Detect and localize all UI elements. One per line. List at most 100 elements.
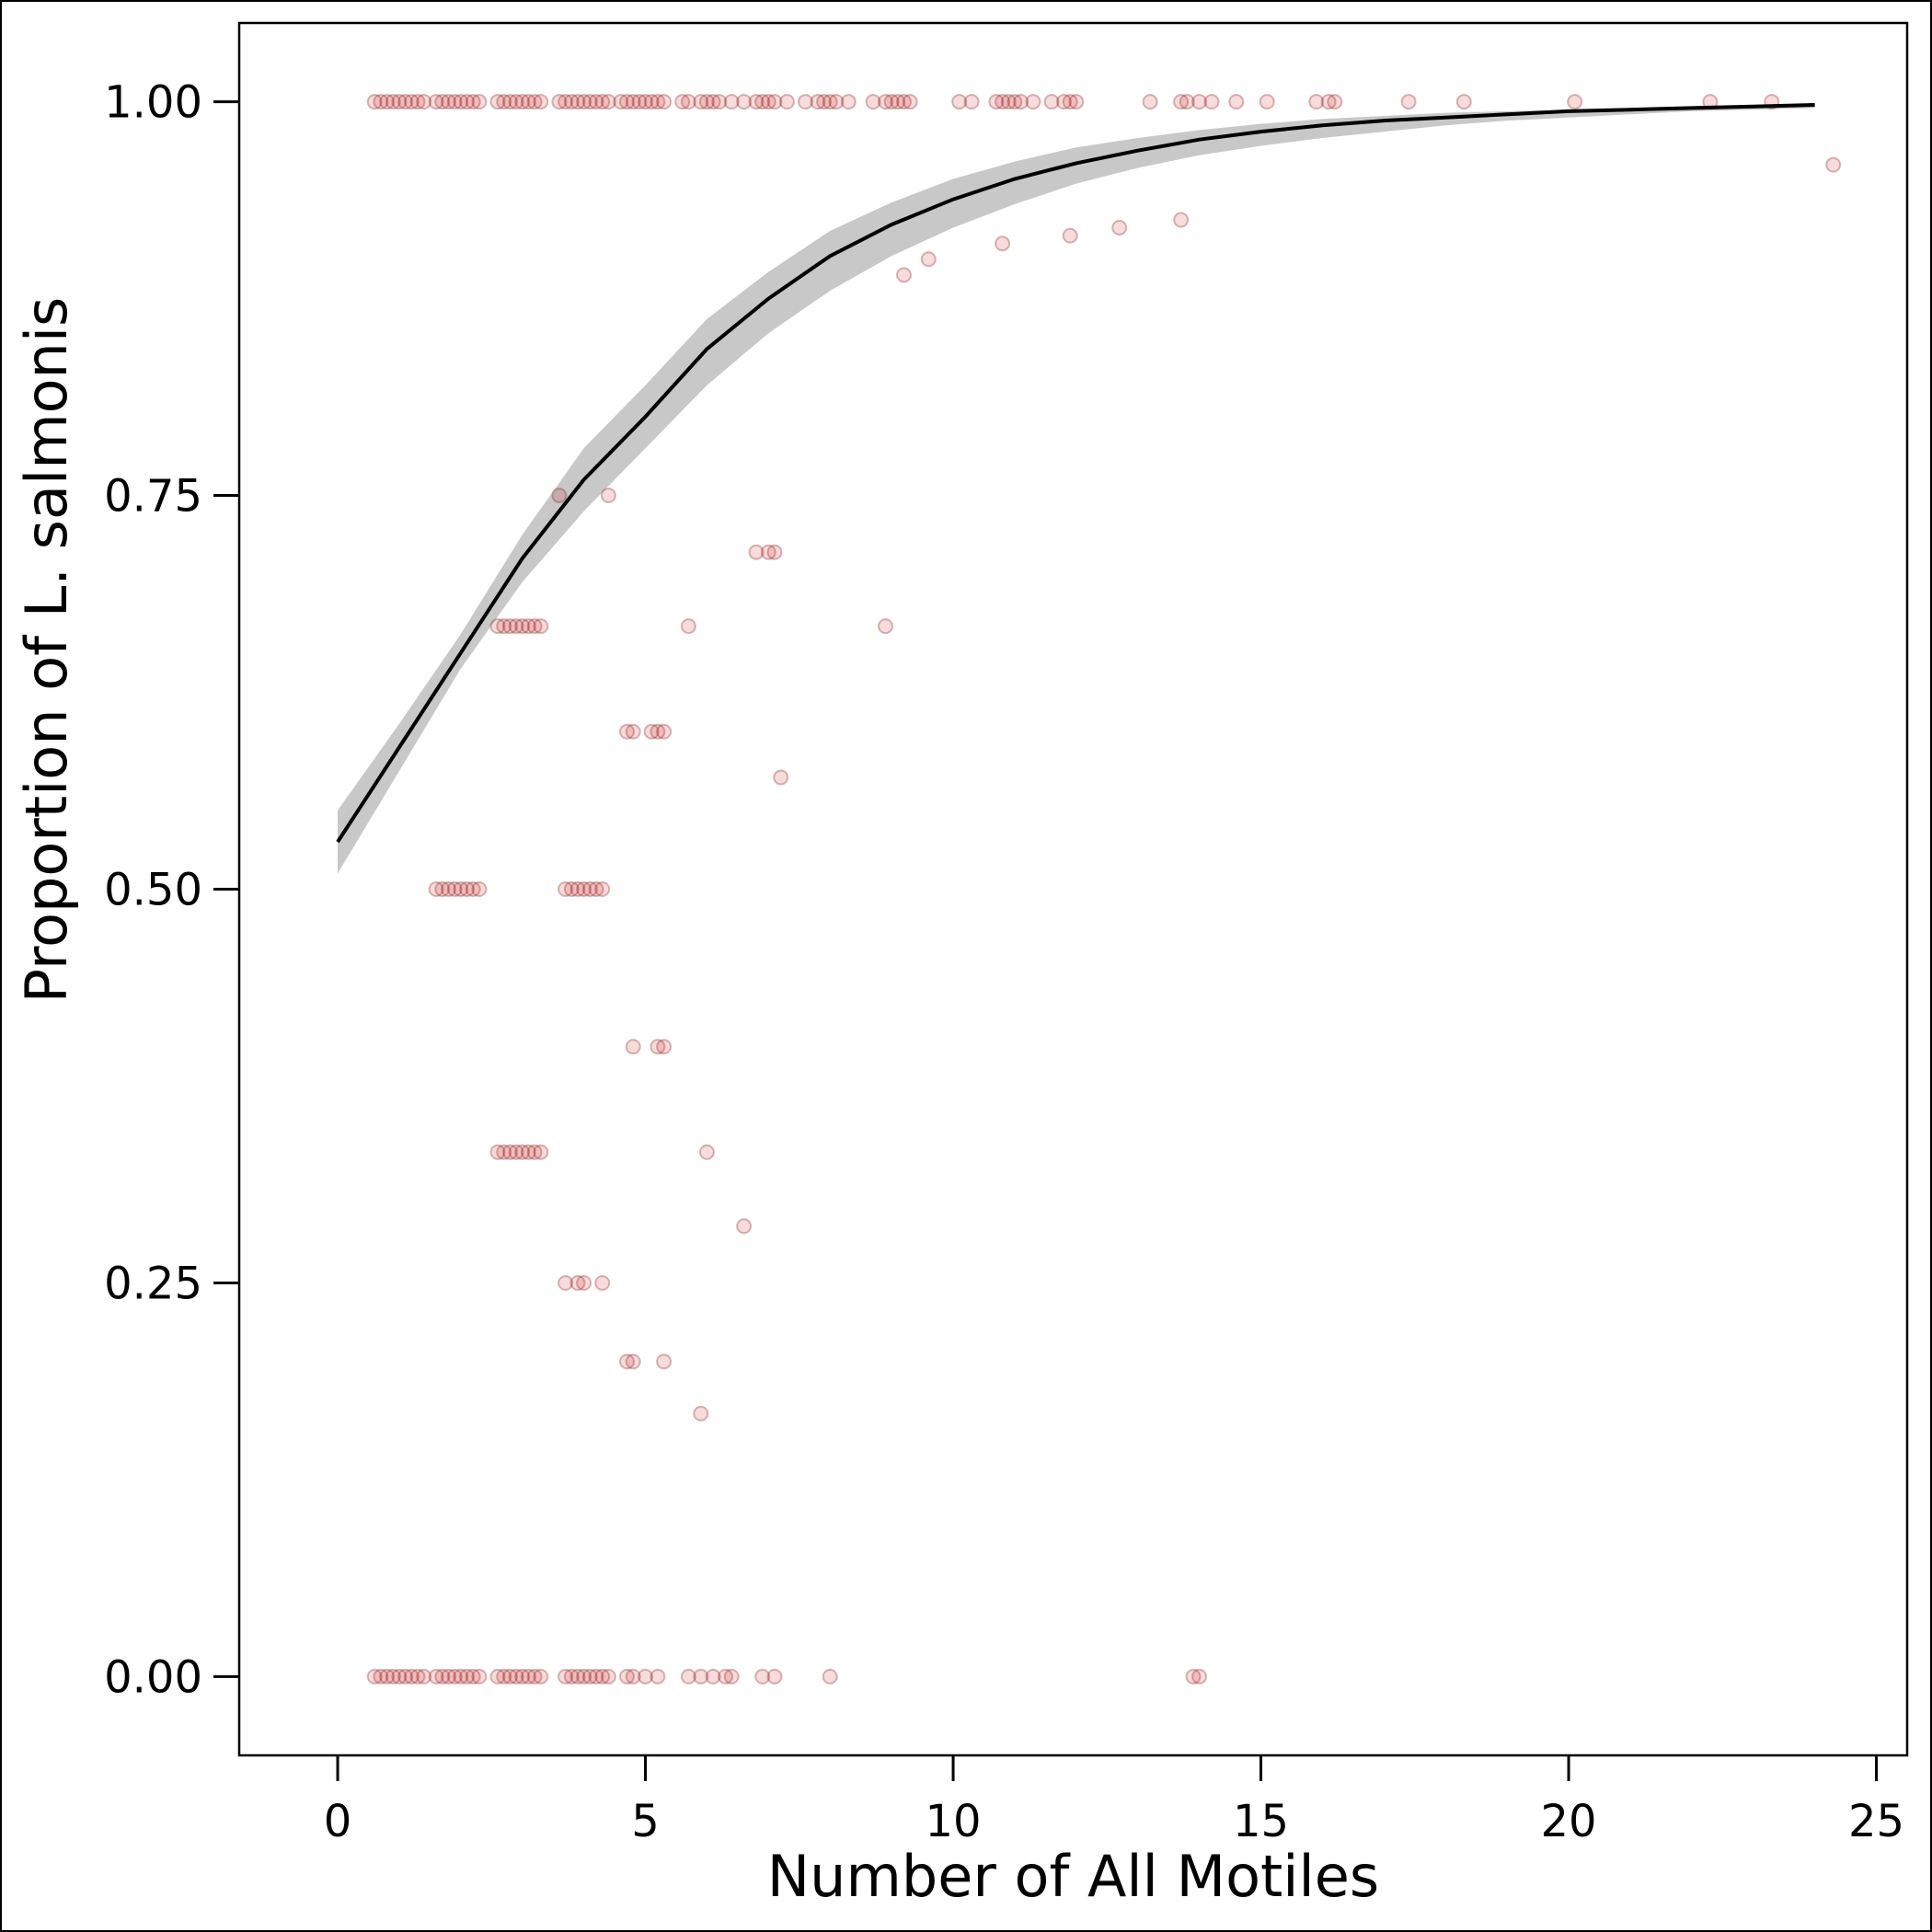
data-point: [723, 1668, 740, 1685]
data-point: [471, 881, 488, 897]
data-point: [693, 1406, 709, 1421]
data-point: [558, 881, 574, 897]
data-point: [563, 881, 580, 897]
data-point: [766, 1668, 783, 1685]
data-point: [625, 1353, 641, 1370]
x-tick-label: 25: [1848, 1796, 1904, 1847]
data-point: [501, 94, 518, 110]
data-point: [1111, 220, 1128, 236]
data-point: [896, 94, 912, 110]
data-point: [514, 618, 531, 635]
data-point: [1203, 94, 1220, 110]
data-point: [1400, 94, 1417, 110]
data-point: [656, 1353, 673, 1370]
data-point: [403, 1668, 420, 1685]
data-point: [698, 1144, 715, 1160]
data-point: [619, 1353, 635, 1370]
data-point: [533, 1144, 549, 1160]
data-point: [656, 94, 673, 110]
data-point: [379, 94, 396, 110]
data-point: [514, 1144, 531, 1160]
data-point: [883, 94, 900, 110]
x-tick-label: 15: [1233, 1796, 1289, 1847]
data-point: [576, 1275, 592, 1291]
data-point: [1006, 94, 1023, 110]
data-point: [533, 618, 549, 635]
data-point: [638, 1668, 653, 1685]
data-point: [920, 251, 937, 268]
data-point: [650, 1039, 666, 1055]
data-point: [373, 94, 389, 110]
data-point: [385, 1668, 401, 1685]
data-point: [397, 1668, 414, 1685]
data-point: [625, 94, 641, 110]
data-point: [1056, 94, 1072, 110]
data-point: [625, 1668, 641, 1685]
data-point: [840, 94, 857, 110]
data-point: [558, 1668, 574, 1685]
data-point: [810, 94, 826, 110]
data-point: [563, 1668, 580, 1685]
data-point: [569, 94, 586, 110]
data-point: [643, 723, 660, 740]
data-point: [397, 94, 414, 110]
data-point: [631, 94, 648, 110]
data-point: [680, 1668, 696, 1685]
data-point: [520, 94, 536, 110]
data-point: [551, 94, 568, 110]
data-point: [465, 1668, 481, 1685]
data-point: [453, 94, 469, 110]
data-point: [569, 1668, 586, 1685]
data-point: [588, 881, 604, 897]
axes: 0 5 10 15 20 25 0.00 0.25 0.50 0.75 1.00: [104, 21, 1909, 1847]
data-point: [489, 618, 506, 635]
data-point: [1013, 94, 1029, 110]
data-point: [588, 1668, 604, 1685]
data-point: [508, 1668, 524, 1685]
y-tick-label: 0.50: [104, 865, 202, 916]
data-point: [963, 94, 980, 110]
data-point: [1062, 227, 1078, 244]
data-point: [428, 94, 444, 110]
data-point: [1000, 94, 1017, 110]
data-point: [890, 94, 906, 110]
data-point: [625, 723, 641, 740]
data-point: [465, 881, 481, 897]
data-point: [711, 94, 728, 110]
data-point: [698, 94, 715, 110]
data-point: [558, 1275, 574, 1291]
y-tick-label: 1.00: [104, 77, 202, 129]
x-axis-label: Number of All Motiles: [767, 1843, 1379, 1910]
data-point: [1142, 94, 1158, 110]
data-point: [533, 94, 549, 110]
x-tick-label: 5: [631, 1796, 660, 1847]
data-point: [588, 94, 604, 110]
data-point: [1068, 94, 1085, 110]
data-point: [391, 94, 408, 110]
data-point: [496, 1144, 512, 1160]
data-point: [489, 1144, 506, 1160]
data-point: [773, 769, 789, 786]
data-point: [496, 94, 512, 110]
data-point: [366, 1668, 383, 1685]
data-point: [613, 94, 629, 110]
data-point: [459, 1668, 475, 1685]
data-point: [748, 94, 765, 110]
data-point: [1191, 94, 1208, 110]
data-point: [520, 618, 536, 635]
data-point: [453, 1668, 469, 1685]
data-point: [581, 94, 598, 110]
data-point: [581, 881, 598, 897]
data-point: [446, 94, 463, 110]
data-point: [533, 1668, 549, 1685]
data-point: [489, 1668, 506, 1685]
data-point: [760, 544, 776, 560]
data-point: [680, 94, 696, 110]
data-point: [650, 723, 666, 740]
data-point: [551, 488, 568, 503]
data-point: [680, 618, 696, 635]
x-tick-label: 0: [324, 1796, 352, 1847]
data-point: [650, 1668, 666, 1685]
data-point: [594, 94, 611, 110]
data-point: [798, 94, 813, 110]
